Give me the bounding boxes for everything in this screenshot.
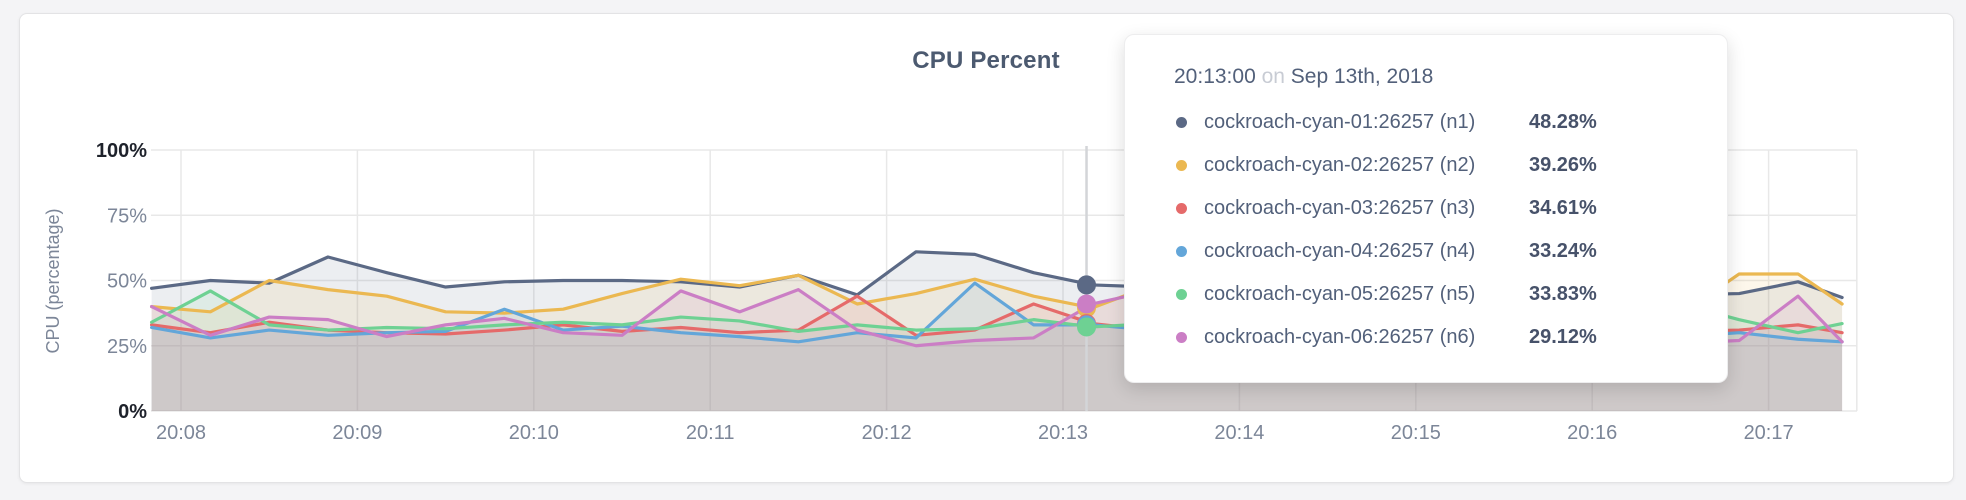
x-tick-label: 20:12 — [862, 422, 912, 444]
series-label: cockroach-cyan-06:26257 (n6) — [1204, 326, 1476, 348]
y-tick-label: 0% — [118, 401, 147, 423]
series-value: 48.28% — [1529, 111, 1597, 133]
series-value: 29.12% — [1529, 326, 1597, 348]
series-color-dot — [1176, 246, 1187, 257]
hover-dot-n5 — [1077, 317, 1097, 337]
series-value: 33.83% — [1529, 283, 1597, 305]
tooltip-row: cockroach-cyan-01:26257 (n1) 48.28% — [1174, 101, 1697, 144]
y-tick-label: 100% — [96, 140, 147, 162]
tooltip-row: cockroach-cyan-06:26257 (n6) 29.12% — [1174, 316, 1697, 359]
tooltip-row: cockroach-cyan-03:26257 (n3) 34.61% — [1174, 187, 1697, 230]
y-tick-label: 75% — [107, 205, 147, 227]
x-tick-label: 20:17 — [1744, 422, 1794, 444]
x-tick-label: 20:11 — [686, 422, 735, 444]
x-tick-label: 20:10 — [509, 422, 559, 444]
tooltip-time: 20:13:00 — [1174, 65, 1256, 88]
x-tick-label: 20:15 — [1391, 422, 1441, 444]
series-label: cockroach-cyan-03:26257 (n3) — [1204, 197, 1476, 219]
y-tick-label: 25% — [107, 336, 147, 358]
tooltip-conjunction: on — [1261, 65, 1285, 88]
series-label: cockroach-cyan-04:26257 (n4) — [1204, 240, 1476, 262]
x-tick-label: 20:08 — [156, 422, 206, 444]
tooltip-row: cockroach-cyan-02:26257 (n2) 39.26% — [1174, 144, 1697, 187]
y-tick-label: 50% — [107, 271, 147, 293]
series-color-dot — [1176, 289, 1187, 300]
hover-dot-n6 — [1077, 294, 1097, 314]
chart-title: CPU Percent — [912, 47, 1060, 74]
series-value: 39.26% — [1529, 154, 1597, 176]
series-label: cockroach-cyan-05:26257 (n5) — [1204, 283, 1476, 305]
series-color-dot — [1176, 117, 1187, 128]
series-color-dot — [1176, 203, 1187, 214]
x-tick-label: 20:14 — [1214, 422, 1264, 444]
series-color-dot — [1176, 332, 1187, 343]
tooltip-date: Sep 13th, 2018 — [1290, 65, 1434, 88]
hover-tooltip: 20:13:00 on Sep 13th, 2018 cockroach-cya… — [1124, 34, 1728, 383]
series-value: 33.24% — [1529, 240, 1597, 262]
series-value: 34.61% — [1529, 197, 1597, 219]
tooltip-row: cockroach-cyan-05:26257 (n5) 33.83% — [1174, 273, 1697, 316]
tooltip-row: cockroach-cyan-04:26257 (n4) 33.24% — [1174, 230, 1697, 273]
series-color-dot — [1176, 160, 1187, 171]
chart-card: 0% 25% 50% 75% 100% 20:08 20:09 20:10 20:11 20:12… — [19, 13, 1954, 483]
x-tick-label: 20:16 — [1567, 422, 1617, 444]
series-label: cockroach-cyan-02:26257 (n2) — [1204, 154, 1476, 176]
x-tick-label: 20:13 — [1038, 422, 1088, 444]
series-label: cockroach-cyan-01:26257 (n1) — [1204, 111, 1476, 133]
y-axis-label: CPU (percentage) — [43, 208, 63, 353]
tooltip-header: 20:13:00 on Sep 13th, 2018 — [1174, 61, 1697, 93]
hover-dot-n1 — [1077, 275, 1097, 295]
x-tick-label: 20:09 — [332, 422, 382, 444]
